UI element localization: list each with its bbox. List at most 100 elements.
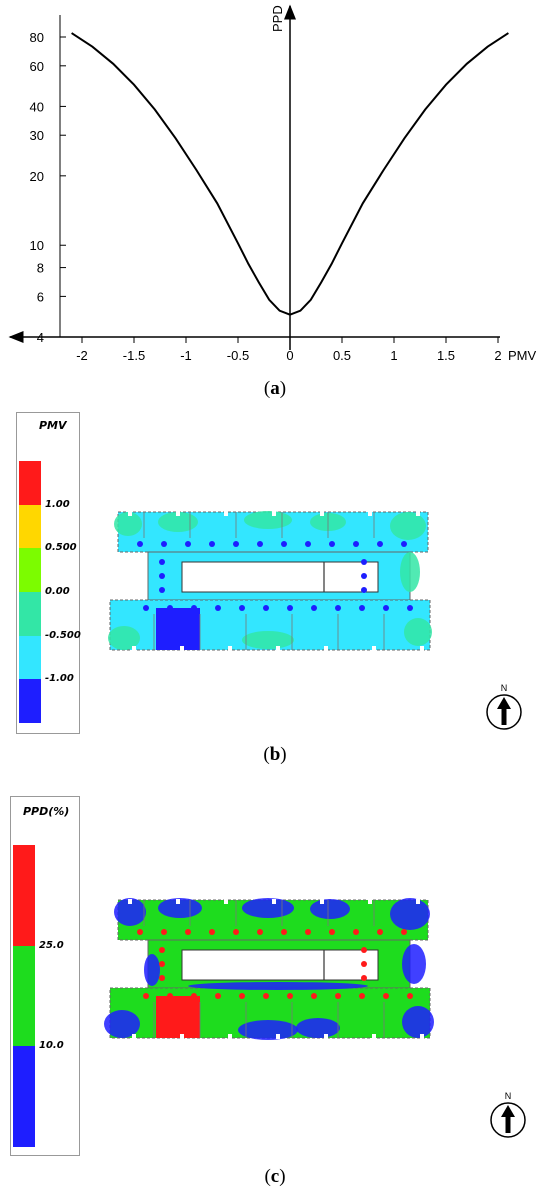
ppd-curve (71, 32, 509, 316)
ppd-legend: PPD(%) 25.0 10.0 (10, 796, 80, 1156)
wall-marker (132, 646, 136, 651)
occupant-dot (359, 605, 365, 611)
y-tick-label: 6 (37, 289, 44, 304)
occupant-dot (161, 929, 167, 935)
highlighted-room (156, 608, 200, 650)
y-tick-label: 20 (30, 169, 44, 184)
legend-swatch (13, 945, 35, 1047)
wall-marker (272, 511, 276, 516)
occupant-dot (167, 605, 173, 611)
wall-marker (368, 899, 372, 904)
ppd-legend-title: PPD(%) (23, 805, 70, 818)
occupant-dot (185, 929, 191, 935)
occupant-dot (159, 961, 165, 967)
x-axis-label: PMV (508, 348, 537, 363)
wall-marker (224, 511, 228, 516)
occupant-dot (257, 541, 263, 547)
occupant-dot (159, 947, 165, 953)
occupant-dot (185, 541, 191, 547)
legend-tick-label: 10.0 (39, 1040, 64, 1052)
occupant-dot (401, 929, 407, 935)
legend-tick-label: 0.00 (45, 586, 70, 597)
occupant-dot (159, 559, 165, 565)
occupant-dot (159, 975, 165, 981)
y-tick-label: 4 (37, 330, 44, 345)
wall-marker (228, 646, 232, 651)
north-label: N (505, 1091, 512, 1101)
wall-marker (320, 899, 324, 904)
wall-marker (420, 1034, 424, 1039)
north-label: N (501, 683, 508, 693)
occupant-dot (215, 605, 221, 611)
occupant-dot (305, 541, 311, 547)
thermal-region (402, 944, 426, 984)
y-tick-label: 10 (30, 238, 44, 253)
wall-marker (128, 511, 132, 516)
thermal-region (390, 512, 426, 540)
legend-tick-label: -1.00 (45, 673, 74, 685)
wall-marker (128, 899, 132, 904)
occupant-dot (209, 929, 215, 935)
occupant-dot (383, 605, 389, 611)
legend-swatch (19, 461, 41, 505)
y-tick-label: 30 (30, 128, 44, 143)
occupant-dot (311, 605, 317, 611)
legend-tick-label: 0.500 (45, 542, 77, 554)
wall-marker (416, 511, 420, 516)
occupant-dot (257, 929, 263, 935)
thermal-region (400, 552, 420, 592)
caption-c: (c) (264, 1166, 286, 1187)
occupant-dot (137, 541, 143, 547)
x-tick-label: 0 (286, 348, 293, 363)
courtyard (181, 561, 379, 593)
caption-a: (a) (263, 378, 287, 399)
occupant-dot (167, 993, 173, 999)
occupant-dot (263, 605, 269, 611)
legend-tick-label: -0.500 (45, 629, 81, 641)
wall-marker (180, 646, 184, 651)
pmv-contour-panel: PMV 1.00 0.500 0.00 -0.500 -1.00 N (b) (0, 400, 550, 770)
thermal-region (242, 631, 294, 649)
occupant-dot (361, 587, 367, 593)
thermal-region (104, 1010, 140, 1038)
occupant-dot (401, 541, 407, 547)
ppd-floor-map (104, 898, 434, 1040)
y-tick-label: 60 (30, 59, 44, 74)
thermal-region (108, 626, 140, 650)
courtyard (181, 949, 379, 981)
occupant-dot (377, 929, 383, 935)
north-arrow: N (484, 683, 524, 736)
caption-b: (b) (263, 744, 287, 765)
occupant-dot (209, 541, 215, 547)
occupant-dot (335, 993, 341, 999)
occupant-dot (335, 605, 341, 611)
wall-marker (176, 899, 180, 904)
wall-marker (224, 899, 228, 904)
thermal-region (238, 1020, 298, 1040)
occupant-dot (239, 605, 245, 611)
occupant-dot (361, 573, 367, 579)
occupant-dot (137, 929, 143, 935)
thermal-region (114, 898, 146, 926)
y-axis-label: PPD (270, 5, 285, 32)
thermal-region (242, 898, 294, 918)
ppd-pmv-chart: -2 -1.5 -1 -0.5 0 0.5 1 1.5 2 4 6 8 10 20 30 40 60 80 PMV… (8, 4, 537, 363)
occupant-dot (281, 929, 287, 935)
occupant-dot (281, 541, 287, 547)
occupant-dot (287, 993, 293, 999)
occupant-dot (287, 605, 293, 611)
occupant-dot (159, 587, 165, 593)
wall-marker (324, 646, 328, 651)
wall-marker (372, 1034, 376, 1039)
wall-marker (324, 1034, 328, 1039)
wall-marker (176, 511, 180, 516)
ppd-contour-panel: PPD(%) 25.0 10.0 N (c) (0, 770, 550, 1194)
y-tick-label: 40 (30, 99, 44, 114)
wall-marker (132, 1034, 136, 1039)
pmv-floor-map (108, 511, 432, 651)
x-tick-label: -0.5 (227, 348, 249, 363)
thermal-region (188, 982, 368, 990)
occupant-dot (305, 929, 311, 935)
occupant-dot (383, 993, 389, 999)
occupant-dot (377, 541, 383, 547)
